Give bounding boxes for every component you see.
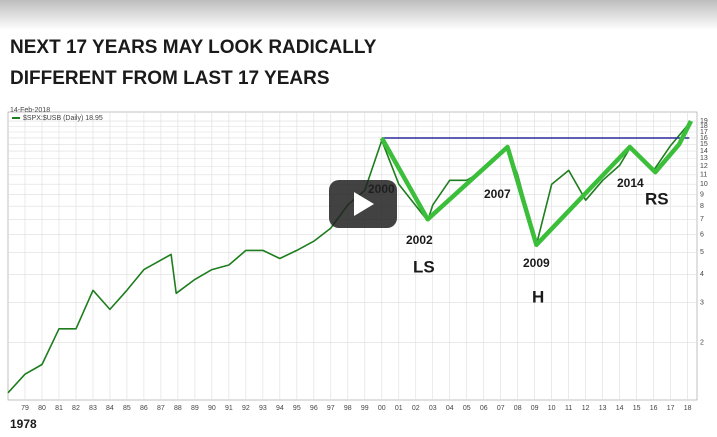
y-tick-label: 2 xyxy=(700,339,704,346)
x-tick-label: 01 xyxy=(395,405,403,412)
x-tick-label: 06 xyxy=(480,405,488,412)
x-tick-label: 08 xyxy=(514,405,522,412)
annotation: 2007 xyxy=(484,187,511,201)
x-tick-label: 11 xyxy=(565,405,572,412)
pattern-line xyxy=(379,119,694,248)
play-button[interactable] xyxy=(329,180,397,228)
x-tick-label: 00 xyxy=(378,405,386,412)
x-tick-label: 87 xyxy=(157,405,165,412)
x-tick-label: 91 xyxy=(225,405,233,412)
x-tick-label: 90 xyxy=(208,405,216,412)
x-tick-label: 17 xyxy=(667,405,675,412)
x-tick-label: 13 xyxy=(599,405,607,412)
y-tick-label: 8 xyxy=(700,203,704,210)
x-tick-label: 79 xyxy=(21,405,29,412)
y-tick-label: 12 xyxy=(700,163,708,170)
x-tick-label: 03 xyxy=(429,405,437,412)
play-icon[interactable] xyxy=(354,192,374,216)
y-tick-label: 16 xyxy=(700,135,708,142)
x-tick-label: 04 xyxy=(446,405,454,412)
annotation: 2002 xyxy=(406,233,433,247)
x-tick-label: 14 xyxy=(616,405,624,412)
video-top-shade xyxy=(0,0,717,30)
x-tick-label: 09 xyxy=(531,405,539,412)
annotation: H xyxy=(532,287,544,306)
x-tick-label: 16 xyxy=(650,405,658,412)
plot-frame xyxy=(7,111,698,401)
y-tick-label: 5 xyxy=(700,249,704,256)
start-label: 1978 xyxy=(10,417,37,431)
x-tick-label: 80 xyxy=(38,405,46,412)
date-label: 14-Feb-2018 xyxy=(10,107,50,114)
x-tick-label: 92 xyxy=(242,405,250,412)
x-tick-label: 88 xyxy=(174,405,182,412)
y-tick-label: 4 xyxy=(700,271,704,278)
x-tick-label: 10 xyxy=(548,405,556,412)
x-tick-label: 98 xyxy=(344,405,352,412)
x-tick-label: 97 xyxy=(327,405,335,412)
x-tick-label: 81 xyxy=(55,405,63,412)
x-tick-label: 89 xyxy=(191,405,199,412)
y-tick-label: 18 xyxy=(700,123,708,130)
y-tick-label: 11 xyxy=(700,172,707,179)
y-tick-label: 13 xyxy=(700,155,708,162)
title-line-1: NEXT 17 YEARS MAY LOOK RADICALLY xyxy=(10,37,377,58)
y-tick-label: 19 xyxy=(700,118,708,125)
annotation: LS xyxy=(413,257,435,276)
x-tick-label: 85 xyxy=(123,405,131,412)
x-tick-label: 83 xyxy=(89,405,97,412)
y-tick-label: 6 xyxy=(700,231,704,238)
x-tick-label: 15 xyxy=(633,405,641,412)
annotation: 2014 xyxy=(617,176,644,190)
x-tick-label: 95 xyxy=(293,405,301,412)
annotation: 2009 xyxy=(523,256,550,270)
y-tick-label: 7 xyxy=(700,216,704,223)
annotation: RS xyxy=(645,189,669,208)
legend-label: $SPX:$USB (Daily) 18.95 xyxy=(23,115,103,122)
x-tick-label: 02 xyxy=(412,405,420,412)
x-tick-label: 82 xyxy=(72,405,80,412)
y-tick-label: 10 xyxy=(700,181,708,188)
x-tick-label: 18 xyxy=(684,405,692,412)
x-tick-label: 86 xyxy=(140,405,148,412)
x-tick-label: 07 xyxy=(497,405,505,412)
y-tick-label: 15 xyxy=(700,141,708,148)
x-tick-label: 84 xyxy=(106,405,114,412)
x-tick-label: 99 xyxy=(361,405,369,412)
title-line-2: DIFFERENT FROM LAST 17 YEARS xyxy=(10,68,330,89)
x-tick-label: 96 xyxy=(310,405,318,412)
y-tick-label: 9 xyxy=(700,191,704,198)
x-tick-label: 05 xyxy=(463,405,471,412)
x-tick-label: 94 xyxy=(276,405,284,412)
y-tick-label: 14 xyxy=(700,148,708,155)
y-tick-label: 3 xyxy=(700,300,704,307)
x-tick-label: 93 xyxy=(259,405,267,412)
x-tick-label: 12 xyxy=(582,405,590,412)
y-tick-label: 17 xyxy=(700,129,708,136)
